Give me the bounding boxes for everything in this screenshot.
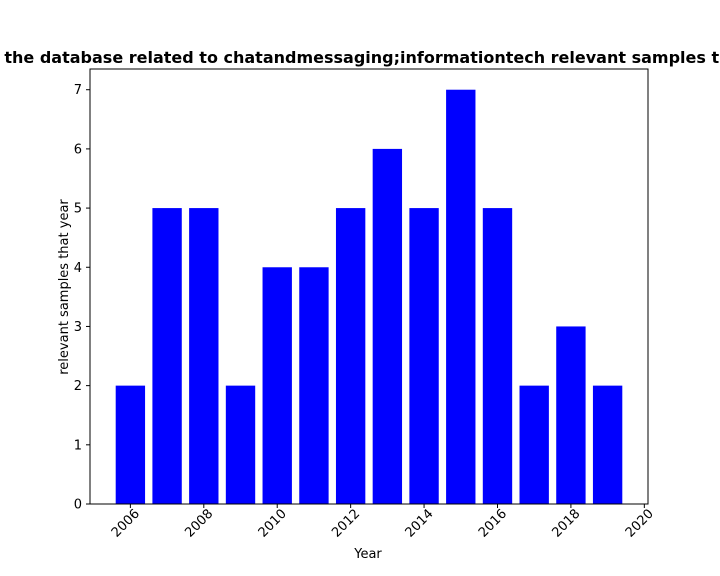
y-tick-label-3: 3 (74, 320, 82, 335)
chart-title: Number of samples in the database relate… (0, 48, 720, 67)
bar-2019 (592, 385, 623, 504)
y-tick-label-4: 4 (74, 261, 82, 276)
bar-2018 (556, 326, 586, 504)
x-tick-label-2006: 2006 (109, 507, 143, 541)
x-tick-label-2014: 2014 (403, 507, 437, 541)
x-tick-label-2016: 2016 (476, 507, 510, 541)
x-axis: 2006 2008 2010 2012 2014 2016 2018 2020 (109, 504, 657, 541)
y-tick-label-7: 7 (74, 83, 82, 98)
bar-2014 (409, 208, 439, 504)
bar-2017 (519, 385, 549, 504)
bar-2006 (115, 385, 146, 504)
y-tick-label-5: 5 (74, 202, 82, 217)
bar-2016 (482, 208, 513, 504)
y-tick-label-0: 0 (74, 498, 82, 513)
bar-2010 (262, 267, 292, 504)
bar-2007 (152, 208, 182, 504)
plot-area-frame (89, 68, 649, 505)
bar-2012 (335, 208, 366, 504)
y-axis: 0 1 2 3 4 5 6 7 (74, 83, 90, 513)
x-tick-label-2010: 2010 (256, 507, 290, 541)
bar-2015 (446, 89, 476, 504)
y-tick-label-1: 1 (74, 438, 82, 453)
y-tick-label-6: 6 (74, 142, 82, 157)
bars-group (115, 89, 623, 505)
bar-2013 (372, 148, 403, 505)
x-tick-label-2008: 2008 (182, 507, 216, 541)
y-tick-label-2: 2 (74, 379, 82, 394)
bar-2009 (225, 385, 256, 504)
y-axis-label: relevant samples that year (57, 199, 72, 375)
bar-2008 (189, 208, 219, 504)
x-axis-label: Year (353, 547, 382, 562)
bar-2011 (299, 267, 329, 504)
x-tick-label-2012: 2012 (329, 507, 363, 541)
x-tick-label-2018: 2018 (549, 507, 583, 541)
x-tick-label-2020: 2020 (623, 507, 657, 541)
